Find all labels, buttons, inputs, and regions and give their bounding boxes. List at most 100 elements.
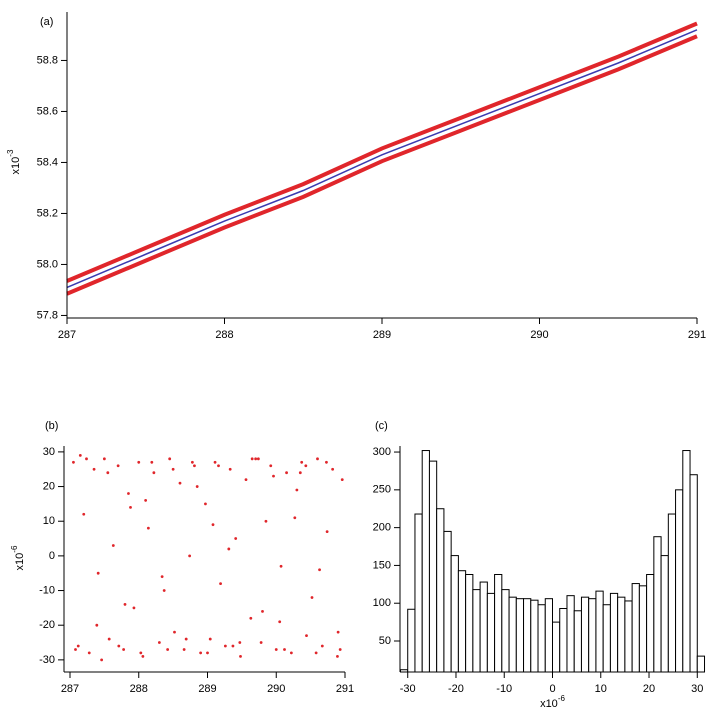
series-line bbox=[66, 21, 698, 283]
y-unit-exponent: -3 bbox=[6, 149, 15, 157]
bar bbox=[638, 585, 648, 673]
x-tick-label: 290 bbox=[530, 329, 548, 341]
x-unit-exponent: -6 bbox=[558, 694, 566, 703]
point bbox=[206, 651, 209, 655]
point bbox=[219, 582, 222, 586]
bar bbox=[653, 536, 662, 673]
point bbox=[160, 575, 164, 579]
panel-label: (c) bbox=[375, 420, 388, 432]
bar bbox=[696, 655, 706, 673]
x-tick-label: 288 bbox=[215, 329, 233, 341]
panel-label: (a) bbox=[40, 16, 53, 28]
point bbox=[259, 641, 263, 644]
bar bbox=[544, 598, 553, 673]
point bbox=[261, 609, 264, 613]
bar bbox=[414, 513, 423, 673]
point bbox=[249, 616, 253, 620]
bar bbox=[479, 581, 488, 673]
bar bbox=[689, 474, 698, 673]
point bbox=[234, 537, 238, 540]
y-tick-label: 58.8 bbox=[37, 54, 58, 66]
point bbox=[278, 620, 282, 624]
y-tick-label: 58.2 bbox=[37, 207, 58, 219]
point bbox=[320, 644, 324, 648]
point bbox=[338, 648, 342, 651]
bar bbox=[609, 592, 619, 673]
point bbox=[279, 564, 283, 568]
point bbox=[250, 457, 254, 461]
point bbox=[269, 464, 273, 468]
point bbox=[336, 655, 339, 658]
point bbox=[127, 492, 130, 495]
y-tick-label: 58.4 bbox=[37, 156, 58, 168]
bar bbox=[667, 513, 677, 673]
x-tick-label: -10 bbox=[496, 683, 512, 695]
point bbox=[173, 630, 176, 634]
bar bbox=[494, 573, 503, 673]
x-tick-label: 291 bbox=[336, 683, 354, 695]
x-tick-label: 290 bbox=[267, 683, 285, 695]
point bbox=[310, 596, 314, 599]
y-tick-label: 30 bbox=[43, 446, 55, 458]
y-tick-label: 57.8 bbox=[37, 309, 58, 321]
bar bbox=[588, 598, 597, 673]
point bbox=[166, 648, 170, 651]
y-tick-label: -10 bbox=[39, 584, 55, 596]
point bbox=[340, 478, 344, 482]
bar bbox=[530, 599, 539, 673]
point bbox=[293, 516, 297, 520]
bar bbox=[617, 596, 626, 673]
bar bbox=[428, 460, 438, 673]
bar bbox=[523, 598, 532, 673]
x-tick-label: 20 bbox=[643, 683, 655, 695]
point bbox=[314, 651, 318, 655]
bar bbox=[631, 583, 640, 673]
y-tick-label: 300 bbox=[373, 446, 391, 458]
point bbox=[190, 460, 194, 464]
point bbox=[117, 644, 121, 648]
point bbox=[106, 471, 110, 475]
bar bbox=[602, 604, 611, 673]
point bbox=[129, 505, 132, 509]
point bbox=[76, 644, 80, 648]
point bbox=[208, 637, 212, 641]
x-tick-label: -30 bbox=[400, 683, 416, 695]
point bbox=[157, 641, 161, 644]
x-unit-base: x10 bbox=[540, 698, 558, 710]
point bbox=[254, 457, 258, 461]
bar bbox=[501, 589, 510, 673]
point bbox=[95, 623, 99, 627]
point bbox=[171, 467, 175, 471]
x-tick-label: 287 bbox=[61, 683, 79, 695]
bar bbox=[508, 596, 517, 673]
x-tick-label: 0 bbox=[549, 683, 555, 695]
bar bbox=[682, 450, 691, 673]
point bbox=[223, 644, 227, 648]
point bbox=[72, 460, 75, 464]
bar bbox=[552, 621, 561, 673]
point bbox=[289, 651, 293, 655]
point bbox=[316, 457, 319, 461]
point bbox=[141, 655, 145, 658]
point bbox=[168, 457, 172, 461]
panel-label: (b) bbox=[45, 420, 58, 432]
point bbox=[331, 467, 335, 471]
point bbox=[184, 637, 188, 641]
point bbox=[116, 464, 120, 468]
bar bbox=[646, 573, 655, 673]
point bbox=[146, 526, 150, 530]
point bbox=[231, 644, 235, 648]
point bbox=[92, 467, 96, 471]
point bbox=[132, 606, 136, 610]
point bbox=[111, 544, 115, 547]
point bbox=[96, 571, 100, 575]
bar bbox=[407, 608, 416, 673]
point bbox=[256, 457, 260, 461]
x-unit: x10-6 bbox=[540, 694, 565, 710]
point bbox=[122, 648, 126, 651]
point bbox=[285, 471, 288, 475]
y-unit-base: x10 bbox=[14, 553, 26, 571]
x-tick-label: 30 bbox=[691, 683, 703, 695]
point bbox=[283, 648, 286, 651]
